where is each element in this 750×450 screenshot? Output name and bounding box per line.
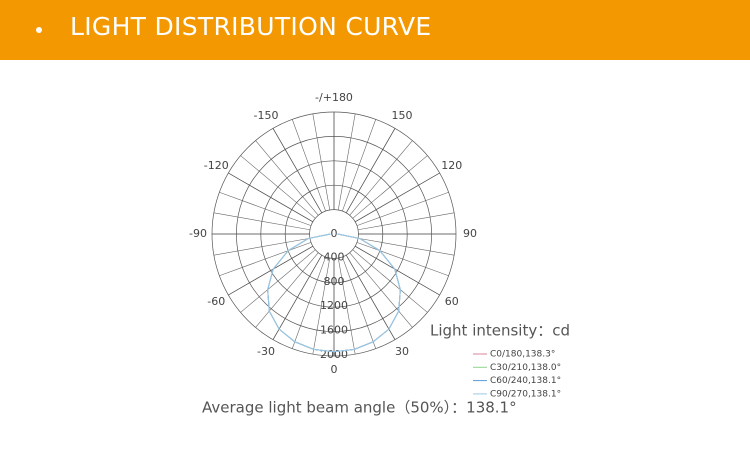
angle-tick-label: 60 [445,295,459,308]
radial-tick-label: 400 [324,250,345,263]
angle-grid-line [345,128,396,214]
angle-grid-line [272,128,323,214]
angle-tick-label: 0 [331,363,338,376]
axis-label: Light intensity：cd [430,322,570,340]
angle-tick-label: -120 [204,159,229,172]
annotation: Average light beam angle（50%）：138.1° [202,399,517,417]
angle-grid-line [228,245,314,296]
angle-tick-label: 120 [441,159,462,172]
angle-grid-line [354,172,440,223]
angle-tick-label: -/+180 [315,91,353,104]
legend-label: C0/180,138.3° [490,350,555,360]
angle-tick-label: 90 [463,227,477,240]
legend-label: C30/210,138.0° [490,363,561,373]
angle-tick-label: -60 [207,295,225,308]
angle-tick-label: 30 [395,345,409,358]
angle-tick-label: -30 [257,345,275,358]
intensity-curve [267,233,401,353]
angle-tick-label: 150 [392,109,413,122]
angle-grid-line [228,172,314,223]
angle-tick-label: -150 [254,109,279,122]
bullet [36,27,42,33]
radial-tick-label: 0 [331,227,338,240]
header-bar: LIGHT DISTRIBUTION CURVE [0,0,750,60]
angle-tick-label: -90 [189,227,207,240]
angle-grid-line [345,254,396,340]
angle-grid-line [354,245,440,296]
angle-grid-line [272,254,323,340]
legend-label: C60/240,138.1° [490,376,561,386]
legend-label: C90/270,138.1° [490,389,561,399]
header-title: LIGHT DISTRIBUTION CURVE [70,12,432,41]
